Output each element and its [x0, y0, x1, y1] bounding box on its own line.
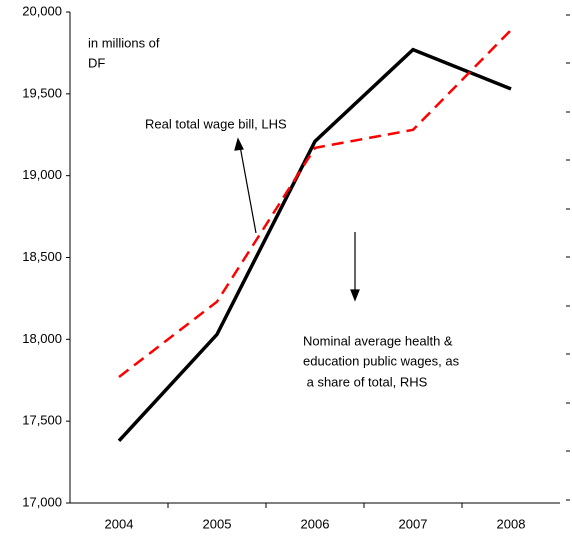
annotation: in millions of	[88, 35, 160, 50]
annotation: DF	[88, 55, 105, 70]
y-tick-label: 18,000	[22, 331, 62, 346]
annotation: a share of total, RHS	[303, 374, 428, 389]
x-tick-label: 2005	[203, 516, 232, 531]
annotation: Real total wage bill, LHS	[145, 116, 287, 131]
y-tick-label: 19,500	[22, 85, 62, 100]
x-tick-label: 2006	[301, 516, 330, 531]
annotation: Nominal average health &	[303, 333, 453, 348]
series-line	[118, 29, 512, 378]
y-tick-label: 17,500	[22, 413, 62, 428]
series-line	[117, 47, 512, 442]
y-tick-label: 19,000	[22, 167, 62, 182]
y-tick-label: 17,000	[22, 494, 62, 509]
annotation-arrows	[234, 137, 360, 302]
x-tick-label: 2007	[399, 516, 428, 531]
x-tick-label: 2004	[105, 516, 134, 531]
y-tick-label: 18,500	[22, 249, 62, 264]
x-tick-label: 2008	[497, 516, 526, 531]
annotation: education public wages, as	[303, 353, 460, 368]
y-tick-label: 20,000	[22, 3, 62, 18]
right-axis-ticks	[566, 14, 570, 501]
